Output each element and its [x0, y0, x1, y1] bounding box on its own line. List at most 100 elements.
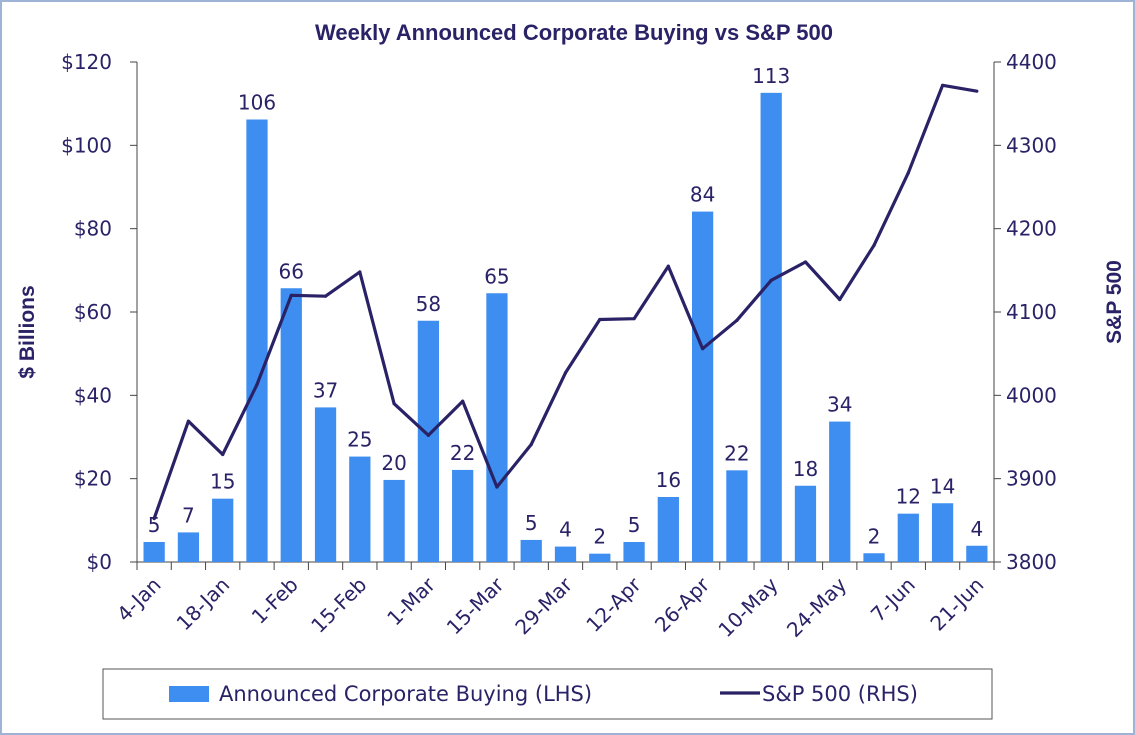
x-tick-label: 29-Mar — [510, 572, 577, 639]
sp500-point-18-Jan — [221, 452, 225, 457]
bar-data-label: 58 — [416, 292, 441, 316]
bar-data-label: 22 — [450, 441, 475, 465]
legend-bar-label: Announced Corporate Buying (LHS) — [219, 682, 592, 706]
bar-8-Mar — [452, 469, 474, 562]
bar-data-label: 37 — [313, 378, 338, 402]
sp500-point-11-Jan — [186, 419, 191, 423]
bar-7-Jun — [897, 513, 919, 562]
sp500-point-26-Apr — [701, 347, 705, 351]
bar-data-label: 20 — [381, 451, 406, 475]
sp500-point-22-Feb — [392, 402, 396, 406]
x-tick-label: 1-Feb — [247, 573, 303, 629]
bar-data-label: 84 — [690, 183, 715, 207]
bar-data-label: 34 — [827, 393, 852, 417]
legend-bar-swatch — [169, 686, 209, 702]
bar-data-label: 7 — [182, 503, 195, 527]
bar-15-Feb — [349, 456, 371, 562]
bar-5-Apr — [589, 553, 611, 562]
sp500-point-8-Feb — [323, 294, 328, 298]
x-tick-label: 1-Mar — [382, 572, 440, 630]
bar-22-Feb — [383, 479, 405, 562]
sp500-point-25-Jan — [255, 382, 259, 387]
sp500-point-5-Apr — [598, 317, 602, 322]
right-tick-label: 4000 — [1006, 383, 1057, 407]
bar-14-Jun — [931, 503, 954, 562]
bar-19-Apr — [657, 497, 679, 562]
bar-18-Jan — [212, 498, 234, 562]
bar-24-May — [829, 421, 851, 562]
sp500-point-22-Mar — [529, 442, 533, 447]
left-tick-label: $40 — [74, 383, 112, 407]
right-tick-label: 4200 — [1006, 217, 1057, 241]
sp500-point-15-Mar — [495, 485, 499, 489]
bar-8-Feb — [314, 407, 337, 562]
bar-1-Feb — [280, 288, 302, 562]
bar-26-Apr — [691, 211, 714, 563]
right-tick-label: 4300 — [1006, 133, 1057, 157]
x-tick-label: 15-Feb — [306, 573, 371, 638]
right-tick-label: 4400 — [1006, 50, 1057, 74]
x-tick-label: 10-May — [713, 572, 782, 641]
bar-data-label: 22 — [724, 441, 749, 465]
bar-31-May — [863, 553, 885, 562]
bar-3-May — [726, 470, 748, 562]
bar-data-label: 2 — [593, 525, 606, 549]
sp500-point-15-Feb — [358, 270, 362, 274]
bar-21-Jun — [966, 545, 988, 562]
sp500-point-4-Jan — [152, 517, 156, 521]
x-tick-label: 26-Apr — [650, 572, 715, 637]
bar-1-Mar — [417, 320, 440, 562]
bar-29-Mar — [554, 546, 577, 562]
left-tick-label: $100 — [61, 133, 112, 157]
bar-data-label: 5 — [628, 513, 641, 537]
left-tick-label: $20 — [74, 467, 112, 491]
sp500-point-19-Apr — [666, 264, 670, 268]
sp500-point-14-Jun — [940, 83, 945, 87]
x-tick-label: 7-Jun — [866, 573, 920, 627]
left-tick-label: $0 — [87, 550, 112, 574]
sp500-point-10-May — [769, 278, 773, 282]
bar-data-label: 16 — [656, 468, 681, 492]
left-axis-title: $ Billions — [16, 285, 39, 378]
right-tick-label: 4100 — [1006, 300, 1057, 324]
sp500-point-24-May — [838, 297, 842, 302]
bar-data-label: 18 — [793, 457, 818, 481]
bar-data-label: 113 — [752, 64, 790, 88]
sp500-point-31-May — [872, 243, 876, 247]
bar-data-label: 5 — [525, 511, 538, 535]
x-tick-label: 18-Jan — [172, 573, 235, 636]
legend-box — [102, 668, 993, 720]
bar-data-label: 2 — [868, 524, 881, 548]
bar-data-label: 4 — [559, 518, 572, 542]
x-tick-label: 15-Mar — [442, 572, 509, 639]
right-tick-label: 3800 — [1006, 550, 1057, 574]
sp500-point-7-Jun — [906, 171, 910, 175]
sp500-point-29-Mar — [563, 371, 568, 375]
bar-data-label: 12 — [896, 485, 921, 509]
bar-11-Jan — [177, 532, 200, 562]
sp500-line — [152, 83, 978, 520]
chart-title: Weekly Announced Corporate Buying vs S&P… — [315, 20, 833, 45]
sp500-point-3-May — [735, 318, 739, 322]
bar-data-label: 15 — [210, 470, 235, 494]
left-tick-label: $60 — [74, 300, 112, 324]
sp500-point-17-May — [803, 260, 808, 264]
bar-data-label: 66 — [279, 259, 304, 283]
bar-data-label: 65 — [484, 264, 509, 288]
bar-data-label: 25 — [347, 428, 372, 452]
sp500-point-1-Mar — [426, 433, 430, 437]
bar-12-Apr — [623, 542, 645, 562]
bar-15-Mar — [486, 293, 508, 562]
x-tick-label: 21-Jun — [925, 573, 988, 636]
left-tick-label: $120 — [61, 50, 112, 74]
sp500-point-1-Feb — [289, 293, 293, 297]
bar-25-Jan — [246, 119, 268, 562]
bar-10-May — [760, 92, 782, 562]
bar-17-May — [794, 485, 817, 562]
bar-data-label: 14 — [930, 474, 955, 498]
right-tick-label: 3900 — [1006, 467, 1057, 491]
sp500-point-21-Jun — [975, 89, 979, 93]
x-tick-label: 12-Apr — [581, 572, 646, 637]
